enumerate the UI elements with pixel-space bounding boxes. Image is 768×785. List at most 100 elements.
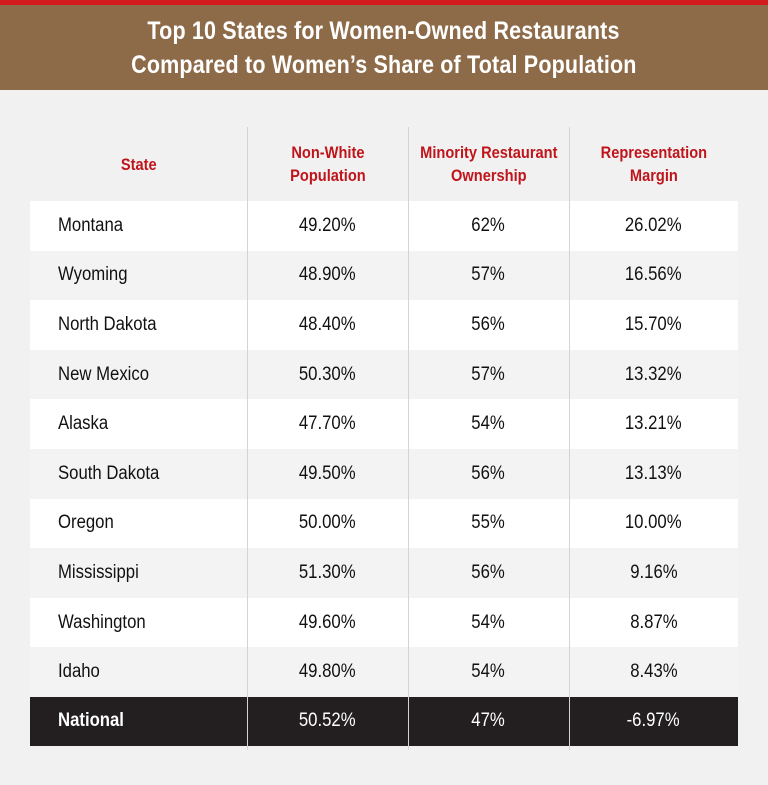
cell-minority-ownership: 55% [408,499,569,549]
cell-non-white-population: 49.60% [247,598,408,648]
cell-state-value: Washington [58,611,146,633]
column-header-minority-ownership: Minority Restaurant Ownership [408,127,569,201]
national-cell-non-white-population-value: 50.52% [299,710,356,732]
cell-minority-ownership-value: 56% [471,313,506,335]
cell-representation-margin: 15.70% [569,300,738,350]
cell-non-white-population: 48.90% [247,251,408,301]
cell-minority-ownership-value: 54% [471,661,506,683]
cell-representation-margin: 16.56% [569,251,738,301]
column-header-state-label: State [120,154,157,174]
cell-minority-ownership-value: 56% [471,561,506,583]
cell-state: New Mexico [30,350,247,400]
table-row: Montana 49.20% 62% 26.02% [30,201,738,251]
column-header-representation-margin: Representation Margin [569,127,738,201]
cell-state: Washington [30,598,247,648]
cell-non-white-population-value: 47.70% [299,413,356,435]
table-row: Washington 49.60% 54% 8.87% [30,597,738,648]
column-header-margin-line1: Representation [600,143,707,162]
top-accent-bar [0,0,768,5]
cell-representation-margin: 13.13% [569,449,738,499]
table-row: New Mexico 50.30% 57% 13.32% [30,349,738,400]
national-cell-non-white-population: 50.52% [247,697,408,746]
cell-state-value: Oregon [58,512,114,534]
cell-minority-ownership: 54% [408,399,569,449]
national-total-row: National 50.52% 47% -6.97% [30,696,738,746]
table-row: South Dakota 49.50% 56% 13.13% [30,448,738,499]
cell-representation-margin-value: 13.13% [625,462,682,484]
title-banner: Top 10 States for Women-Owned Restaurant… [0,5,768,90]
cell-representation-margin-value: 26.02% [625,214,682,236]
cell-minority-ownership-value: 55% [471,512,506,534]
column-header-minority-line1: Minority Restaurant [419,143,558,162]
cell-minority-ownership: 62% [408,201,569,251]
cell-representation-margin: 8.87% [569,598,738,648]
cell-state: Mississippi [30,548,247,598]
cell-non-white-population-value: 50.30% [299,363,356,385]
cell-minority-ownership: 56% [408,449,569,499]
title-line-1: Top 10 States for Women-Owned Restaurant… [147,16,621,45]
column-header-margin-line2: Margin [629,166,678,185]
cell-state-value: Alaska [58,413,109,435]
column-header-non-white-line2: Population [289,166,366,185]
cell-representation-margin: 13.32% [569,350,738,400]
national-cell-minority-ownership-value: 47% [471,710,506,732]
cell-state-value: North Dakota [58,313,157,335]
cell-state: Montana [30,201,247,251]
column-header-state: State [30,127,247,201]
cell-minority-ownership: 56% [408,300,569,350]
cell-non-white-population: 48.40% [247,300,408,350]
column-divider [569,127,570,750]
cell-non-white-population: 49.20% [247,201,408,251]
cell-non-white-population: 47.70% [247,399,408,449]
national-cell-representation-margin: -6.97% [569,697,738,746]
table-row: Oregon 50.00% 55% 10.00% [30,498,738,549]
cell-minority-ownership: 57% [408,251,569,301]
cell-representation-margin: 13.21% [569,399,738,449]
cell-non-white-population: 51.30% [247,548,408,598]
cell-representation-margin: 9.16% [569,548,738,598]
cell-non-white-population: 49.50% [247,449,408,499]
cell-minority-ownership-value: 62% [471,214,506,236]
cell-non-white-population-value: 48.40% [299,313,356,335]
cell-non-white-population-value: 48.90% [299,264,356,286]
table-body: Montana 49.20% 62% 26.02% Wyoming 48.90% 57% 16… [30,201,738,746]
cell-representation-margin-value: 8.87% [629,611,678,633]
table-row: North Dakota 48.40% 56% 15.70% [30,300,738,350]
column-header-minority-line2: Ownership [450,166,527,185]
cell-minority-ownership: 57% [408,350,569,400]
table-header-row: State Non-White Population Minority Rest… [30,127,738,201]
cell-representation-margin-value: 13.32% [625,363,682,385]
cell-non-white-population-value: 50.00% [299,512,356,534]
cell-minority-ownership-value: 54% [471,611,506,633]
cell-minority-ownership: 56% [408,548,569,598]
national-cell-state-value: National [58,710,124,732]
table-row: Alaska 47.70% 54% 13.21% [30,399,738,449]
cell-representation-margin-value: 8.43% [629,661,678,683]
cell-non-white-population: 50.30% [247,350,408,400]
cell-state: Oregon [30,499,247,549]
cell-representation-margin-value: 13.21% [625,413,682,435]
cell-minority-ownership-value: 57% [471,264,506,286]
cell-representation-margin-value: 9.16% [629,561,678,583]
cell-minority-ownership-value: 57% [471,363,506,385]
cell-minority-ownership-value: 54% [471,413,506,435]
cell-representation-margin: 10.00% [569,499,738,549]
cell-state: North Dakota [30,300,247,350]
cell-representation-margin: 26.02% [569,201,738,251]
data-table: State Non-White Population Minority Rest… [30,127,738,746]
cell-representation-margin: 8.43% [569,647,738,697]
column-header-non-white-population: Non-White Population [247,127,408,201]
cell-state-value: Idaho [58,661,100,683]
cell-non-white-population-value: 49.60% [299,611,356,633]
national-cell-state: National [30,697,247,746]
cell-non-white-population-value: 51.30% [299,561,356,583]
title-line-2: Compared to Women’s Share of Total Popul… [131,50,637,79]
cell-state: South Dakota [30,449,247,499]
cell-minority-ownership: 54% [408,647,569,697]
cell-non-white-population-value: 49.80% [299,661,356,683]
cell-non-white-population: 49.80% [247,647,408,697]
national-cell-representation-margin-value: -6.97% [627,710,680,732]
cell-state: Alaska [30,399,247,449]
cell-state-value: Montana [58,214,124,236]
cell-non-white-population-value: 49.50% [299,462,356,484]
